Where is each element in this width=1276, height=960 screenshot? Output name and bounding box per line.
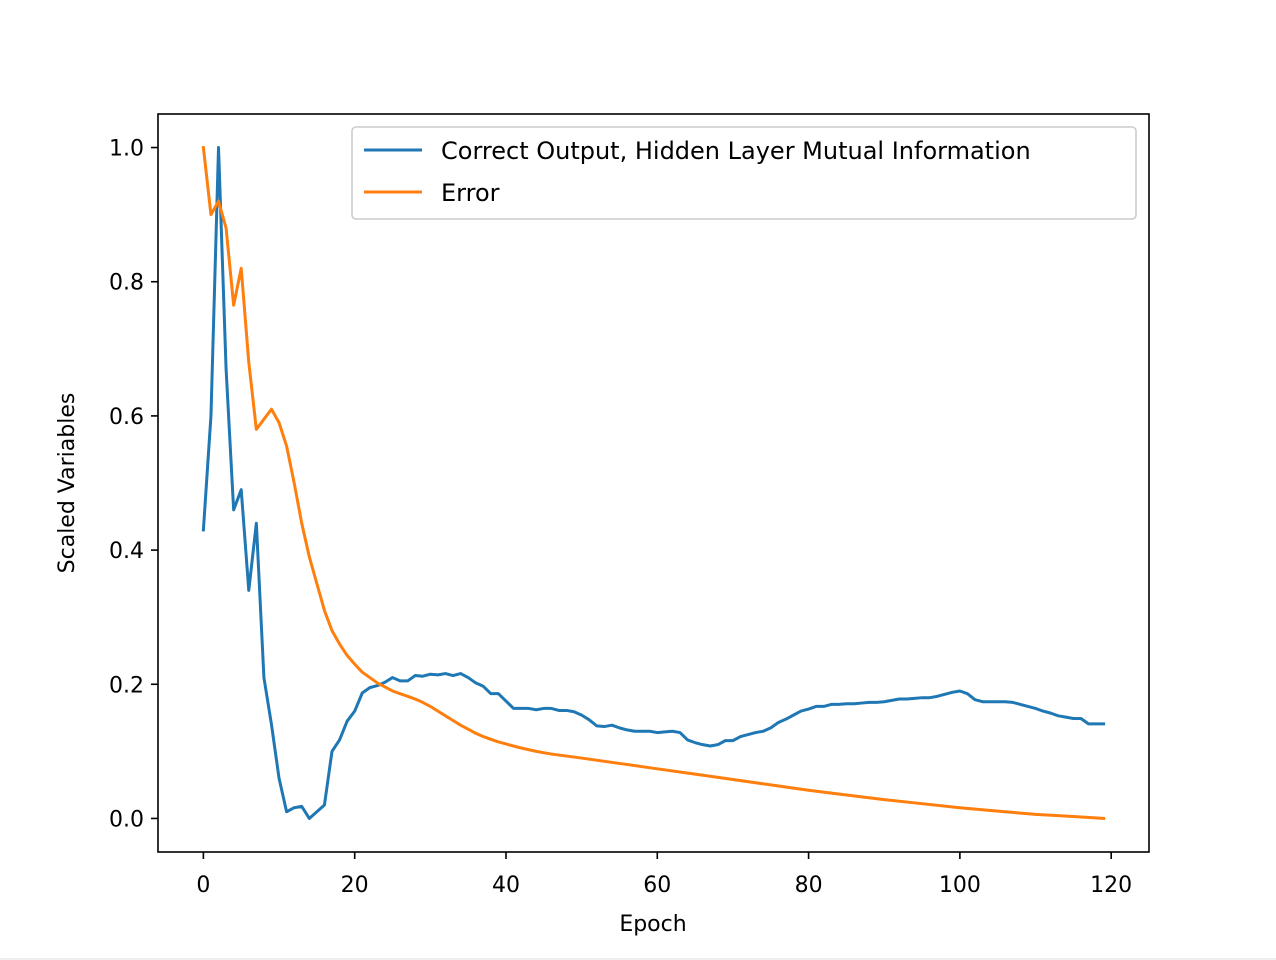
legend-label-error: Error (441, 179, 500, 207)
y-tick-label: 0.2 (109, 673, 144, 698)
x-axis-ticks: 0 20 40 60 80 100 120 (196, 852, 1132, 898)
y-axis-label: Scaled Variables (55, 393, 80, 574)
plot-lines (201, 145, 1106, 821)
y-tick-label: 0.8 (109, 271, 144, 296)
legend-label-mutual-information: Correct Output, Hidden Layer Mutual Info… (441, 137, 1031, 165)
plot-frame (157, 113, 1150, 853)
x-tick-label: 0 (196, 873, 210, 898)
x-tick-label: 100 (939, 873, 981, 898)
y-tick-label: 0.4 (109, 539, 144, 564)
x-tick-label: 20 (341, 873, 369, 898)
y-axis-ticks: 0.0 0.2 0.4 0.6 0.8 1.0 (109, 137, 158, 832)
x-tick-label: 120 (1090, 873, 1132, 898)
y-tick-label: 0.6 (109, 405, 144, 430)
series-line-error (201, 145, 1106, 821)
series-line-mutual-information (201, 146, 1106, 820)
legend: Correct Output, Hidden Layer Mutual Info… (351, 126, 1137, 220)
bottom-divider (0, 958, 1276, 960)
y-tick-label: 1.0 (109, 137, 144, 162)
y-tick-label: 0.0 (109, 807, 144, 832)
x-axis-label: Epoch (619, 912, 686, 937)
x-tick-label: 80 (795, 873, 823, 898)
legend-box (351, 126, 1137, 220)
x-tick-label: 60 (643, 873, 671, 898)
x-tick-label: 40 (492, 873, 520, 898)
